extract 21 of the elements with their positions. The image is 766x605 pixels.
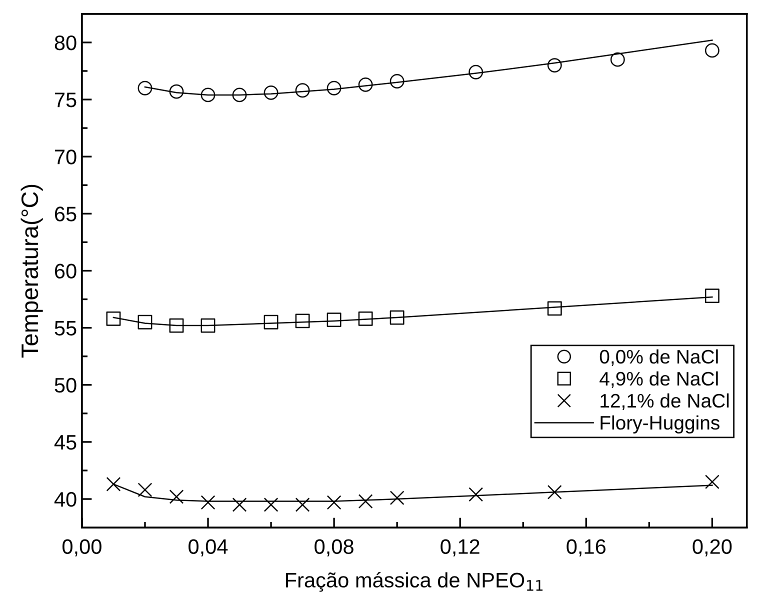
- x-tick-label: 0,16: [566, 539, 606, 556]
- y-tick-label: 40: [54, 492, 76, 507]
- y-axis-title: Temperatura(°C): [20, 184, 43, 358]
- y-tick-label: 60: [54, 264, 76, 278]
- y-tick-label: 45: [54, 435, 76, 450]
- y-tick-label: 80: [54, 35, 76, 50]
- y-tick-label: 75: [55, 92, 76, 108]
- legend-label: Flory-Huggins: [600, 415, 720, 434]
- legend-label: 0,0% de NaCl: [600, 349, 718, 366]
- x-tick-label: 0,04: [188, 539, 228, 556]
- legend-label: 12,1% de NaCl: [600, 393, 729, 410]
- x-tick-label: 0,08: [314, 539, 354, 556]
- y-tick-label: 55: [54, 321, 76, 336]
- x-tick-label: 0,20: [692, 539, 732, 556]
- y-tick-label: 70: [55, 150, 76, 164]
- x-axis-title: Fração mássica de NPEO$_{11}$: [286, 572, 543, 592]
- x-tick-label: 0,12: [440, 539, 480, 556]
- y-tick-label: 50: [54, 378, 76, 393]
- y-tick-label: 65: [54, 206, 76, 222]
- x-tick-label: 0,00: [62, 539, 102, 556]
- legend-label: 4,9% de NaCl: [600, 371, 718, 388]
